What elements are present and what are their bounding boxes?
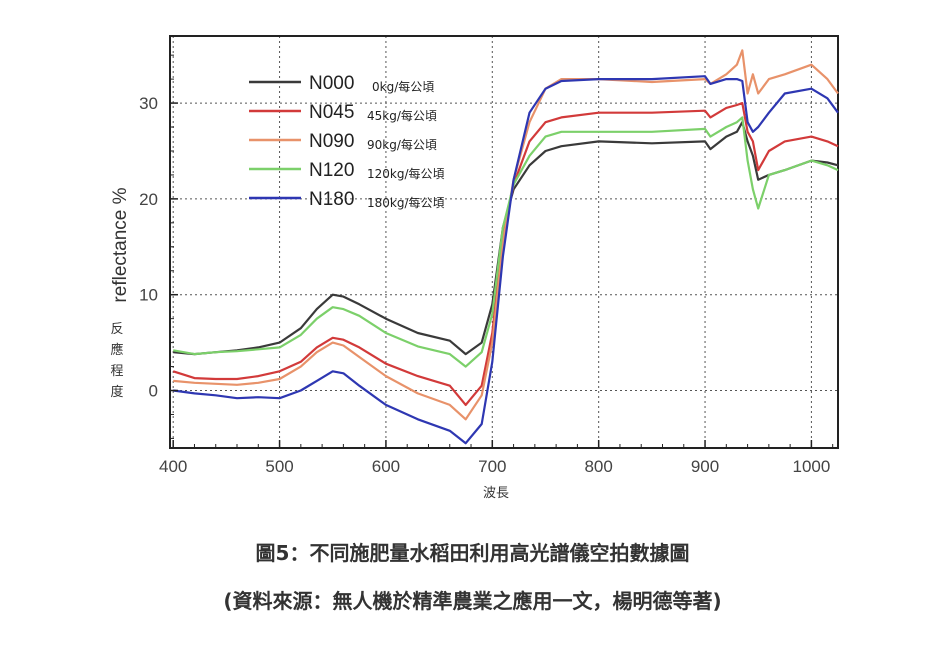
legend-desc-n090: 90kg/每公頃 — [367, 137, 437, 152]
series-line-n045 — [172, 101, 839, 406]
reflectance-chart: 400 500 600 700 800 900 1000 0 10 20 30 reflectanc… — [110, 35, 839, 501]
x-tick-label: 400 — [159, 457, 187, 476]
legend-label-n000: N000 — [309, 73, 354, 94]
legend-desc-n120: 120kg/每公頃 — [367, 166, 445, 181]
axis-ticks: 400 500 600 700 800 900 1000 0 10 20 30 — [139, 54, 834, 476]
legend-desc-n180: 180kg/每公頃 — [367, 195, 445, 210]
y-axis-label-zh-char: 應 — [110, 342, 123, 358]
figure-caption: 圖5：不同施肥量水稻田利用高光譜儀空拍數據圖 — [255, 541, 690, 565]
x-tick-label: 1000 — [792, 457, 830, 476]
y-axis-label-zh-char: 度 — [110, 384, 123, 400]
x-tick-label: 600 — [372, 457, 400, 476]
x-tick-label: 800 — [584, 457, 612, 476]
legend-label-n090: N090 — [309, 131, 354, 152]
y-axis-label-zh-char: 程 — [110, 364, 123, 379]
series-line-n180 — [173, 75, 839, 445]
legend: N000 0kg/每公頃 N045 45kg/每公頃 N090 90kg/每公頃 N120 1… — [249, 73, 445, 210]
legend-desc-n000: 0kg/每公頃 — [372, 79, 434, 94]
figure-source: (資料來源：無人機於精準農業之應用一文，楊明德等著) — [223, 589, 722, 613]
x-axis-label: 波長 — [483, 486, 509, 501]
y-tick-label: 10 — [139, 286, 158, 305]
plot-frame — [169, 35, 839, 449]
y-axis-label-zh-char: 反 — [110, 322, 123, 337]
legend-label-n045: N045 — [309, 102, 354, 123]
legend-label-n120: N120 — [309, 160, 354, 181]
y-axis-label: reflectance % — [110, 187, 131, 302]
x-tick-label: 900 — [691, 457, 719, 476]
x-tick-label: 700 — [478, 457, 506, 476]
y-tick-label: 0 — [149, 382, 158, 401]
legend-desc-n045: 45kg/每公頃 — [367, 108, 437, 123]
series-lines — [172, 49, 839, 445]
legend-label-n180: N180 — [309, 189, 354, 210]
y-tick-label: 30 — [139, 94, 158, 113]
y-tick-label: 20 — [139, 190, 158, 209]
x-tick-label: 500 — [265, 457, 293, 476]
grid — [170, 36, 838, 448]
